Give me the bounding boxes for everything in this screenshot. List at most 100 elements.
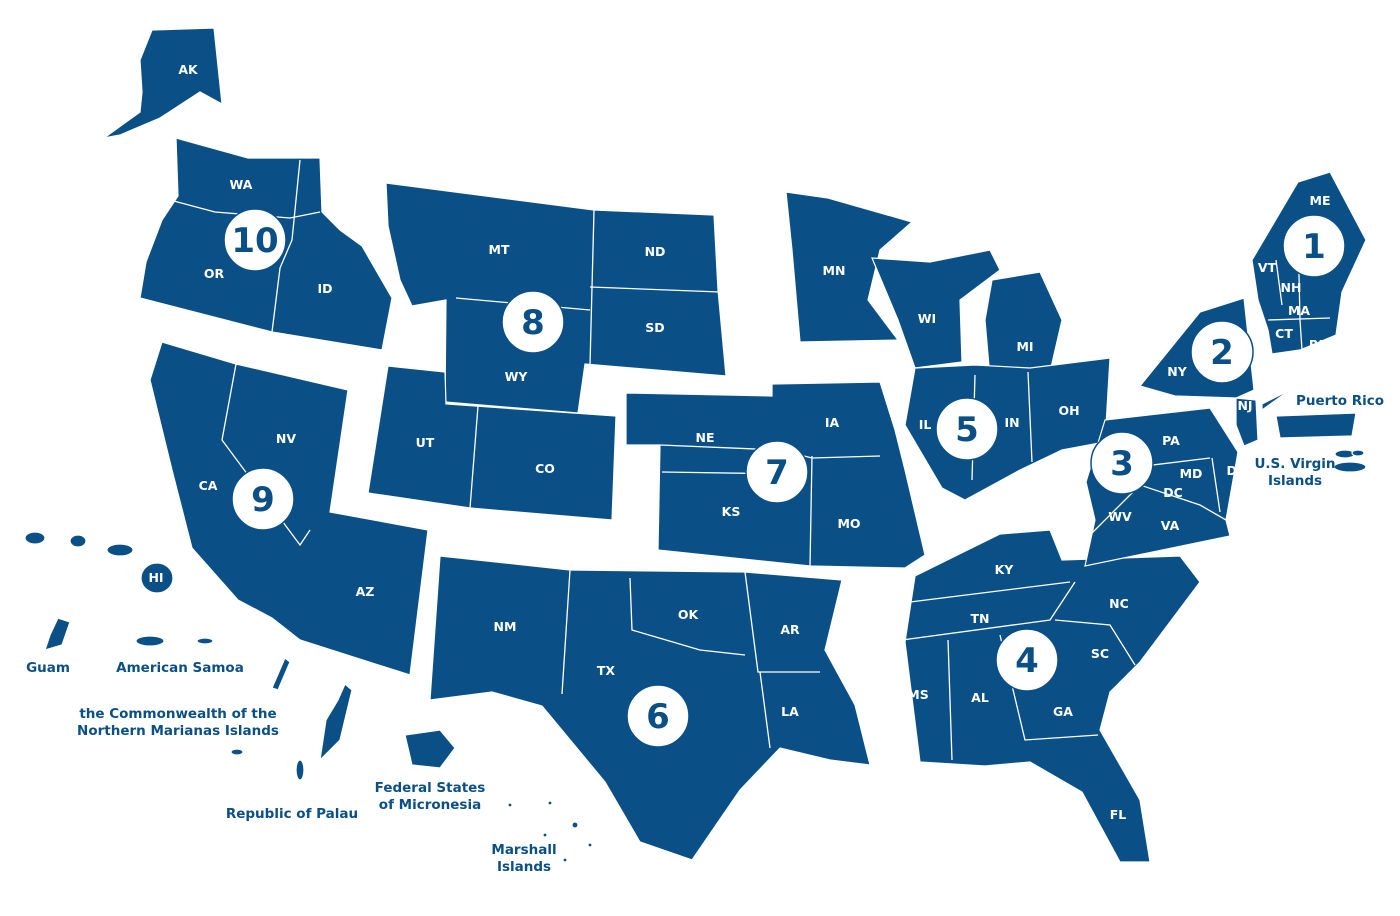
region-4-area[interactable] xyxy=(904,529,1201,863)
state-label-ga: GA xyxy=(1053,704,1073,719)
state-label-al: AL xyxy=(971,690,989,705)
state-label-nj: NJ xyxy=(1237,398,1252,413)
state-label-sd: SD xyxy=(645,320,664,335)
state-label-ok: OK xyxy=(678,607,700,622)
region-5-michigan[interactable] xyxy=(984,271,1063,379)
state-label-mn: MN xyxy=(823,263,846,278)
region-2-puerto-rico[interactable] xyxy=(1275,412,1357,439)
state-label-il: IL xyxy=(919,417,932,432)
region-5-west[interactable] xyxy=(785,191,914,343)
state-label-ut: UT xyxy=(416,435,435,450)
state-label-nv: NV xyxy=(276,431,296,446)
state-label-nm: NM xyxy=(494,619,517,634)
region-badge-2[interactable]: 2 xyxy=(1190,320,1254,384)
state-label-ny: NY xyxy=(1167,364,1187,379)
state-label-ma: MA xyxy=(1288,303,1310,318)
label-usvi-line1: U.S. Virgin xyxy=(1254,456,1335,472)
state-label-oh: OH xyxy=(1058,403,1079,418)
state-label-in: IN xyxy=(1004,415,1019,430)
label-micronesia-line2: of Micronesia xyxy=(379,797,481,813)
region-4[interactable] xyxy=(901,529,1201,863)
state-label-ca: CA xyxy=(199,478,218,493)
svg-text:5: 5 xyxy=(955,410,979,450)
region-badge-6[interactable]: 6 xyxy=(626,684,690,748)
region-badge-7[interactable]: 7 xyxy=(745,440,809,504)
state-label-or: OR xyxy=(204,266,225,281)
region-2-long-island[interactable] xyxy=(1261,389,1291,412)
region-8[interactable] xyxy=(367,182,727,521)
svg-text:10: 10 xyxy=(231,221,278,261)
state-label-pa: PA xyxy=(1162,433,1180,448)
svg-text:7: 7 xyxy=(765,453,789,493)
label-cnmi-line1: the Commonwealth of the xyxy=(79,706,276,722)
label-micronesia-line1: Federal States xyxy=(375,780,486,796)
state-label-ri: RI xyxy=(1309,337,1323,352)
state-label-ms: MS xyxy=(907,687,928,702)
region-badge-4[interactable]: 4 xyxy=(995,628,1059,692)
state-label-nd: ND xyxy=(645,244,666,259)
region-9-pacific-islands[interactable] xyxy=(44,617,593,863)
region-badge-8[interactable]: 8 xyxy=(501,290,565,354)
state-label-ne: NE xyxy=(695,430,714,445)
state-label-sc: SC xyxy=(1091,646,1109,661)
region-8-south[interactable] xyxy=(367,365,617,521)
region-5[interactable] xyxy=(785,191,1111,501)
state-label-nh: NH xyxy=(1281,280,1302,295)
state-label-la: LA xyxy=(781,704,799,719)
state-label-wa: WA xyxy=(230,177,253,192)
svg-text:4: 4 xyxy=(1015,641,1039,681)
region-5-south[interactable] xyxy=(904,357,1111,501)
state-label-nc: NC xyxy=(1109,596,1129,611)
label-cnmi-line2: Northern Marianas Islands xyxy=(77,723,279,739)
state-label-ia: IA xyxy=(825,415,840,430)
state-label-wy: WY xyxy=(505,369,529,384)
territory-labels: Puerto Rico U.S. Virgin Islands Guam Ame… xyxy=(26,393,1384,875)
state-label-hi: HI xyxy=(148,570,163,585)
region-10-alaska[interactable] xyxy=(103,27,223,139)
state-label-id: ID xyxy=(317,281,332,296)
region-2-new-jersey[interactable] xyxy=(1235,397,1259,447)
state-label-wv: WV xyxy=(1108,509,1132,524)
label-puerto-rico: Puerto Rico xyxy=(1296,393,1384,409)
region-2-virgin-islands[interactable] xyxy=(1333,449,1367,473)
state-label-co: CO xyxy=(535,461,555,476)
svg-text:8: 8 xyxy=(521,303,545,343)
region-badge-10[interactable]: 10 xyxy=(223,208,287,272)
state-label-me: ME xyxy=(1310,193,1331,208)
region-badge-9[interactable]: 9 xyxy=(231,467,295,531)
state-label-tn: TN xyxy=(971,611,990,626)
region-badges: 1 2 3 4 5 6 7 8 9 10 xyxy=(223,208,1346,748)
state-label-wi: WI xyxy=(918,311,936,326)
region-badge-3[interactable]: 3 xyxy=(1090,431,1154,495)
state-labels: AK WA OR ID MT ND SD WY UT CO CA NV AZ H… xyxy=(148,62,1330,822)
label-guam: Guam xyxy=(26,660,70,676)
svg-text:1: 1 xyxy=(1302,227,1326,267)
svg-text:9: 9 xyxy=(251,480,275,520)
state-label-va: VA xyxy=(1161,518,1180,533)
region-5-wisconsin[interactable] xyxy=(871,249,1001,369)
svg-text:6: 6 xyxy=(646,697,670,737)
state-label-az: AZ xyxy=(356,584,375,599)
state-label-md: MD xyxy=(1180,466,1203,481)
state-label-ky: KY xyxy=(995,562,1015,577)
state-label-mo: MO xyxy=(837,516,860,531)
state-label-dc: DC xyxy=(1163,485,1183,500)
svg-text:3: 3 xyxy=(1110,444,1134,484)
state-label-fl: FL xyxy=(1110,807,1127,822)
state-label-de: DE xyxy=(1227,463,1246,478)
region-badge-1[interactable]: 1 xyxy=(1282,214,1346,278)
label-palau: Republic of Palau xyxy=(226,806,358,822)
state-label-mt: MT xyxy=(489,242,510,257)
label-usvi-line2: Islands xyxy=(1268,473,1322,489)
state-label-ak: AK xyxy=(178,62,199,77)
state-label-ar: AR xyxy=(780,622,800,637)
region-9-hawaii[interactable] xyxy=(24,531,174,594)
state-label-vt: VT xyxy=(1258,260,1277,275)
region-badge-5[interactable]: 5 xyxy=(935,397,999,461)
state-label-ks: KS xyxy=(722,504,741,519)
label-marshall-line1: Marshall xyxy=(491,842,556,858)
state-label-tx: TX xyxy=(597,663,616,678)
svg-text:2: 2 xyxy=(1210,333,1234,373)
state-label-mi: MI xyxy=(1016,339,1033,354)
